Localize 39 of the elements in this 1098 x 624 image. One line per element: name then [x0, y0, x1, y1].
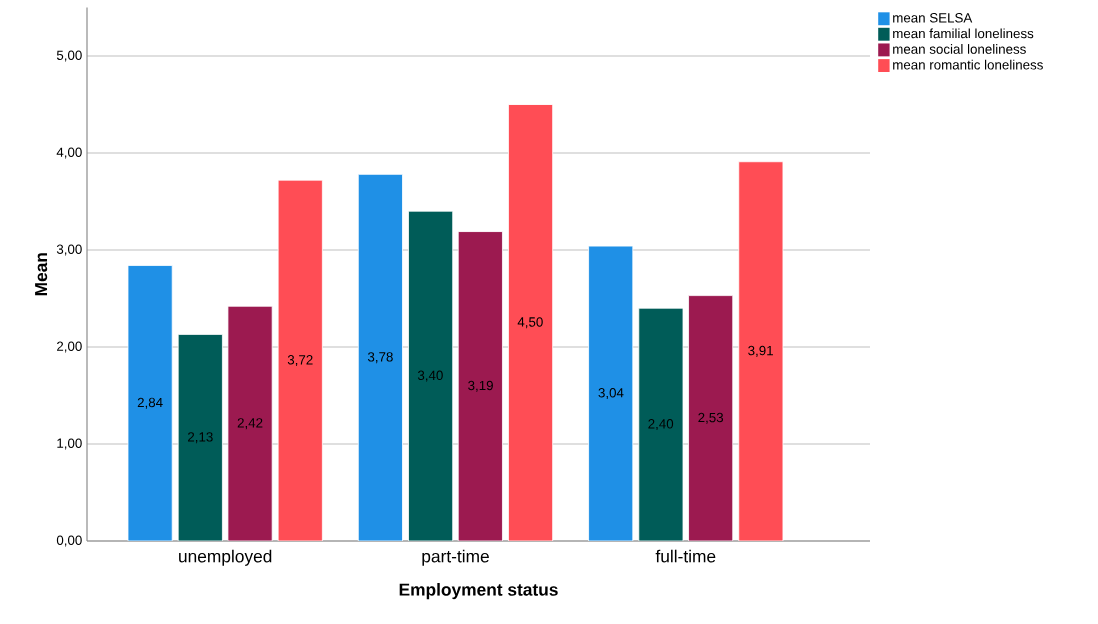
legend-label: mean romantic loneliness	[893, 59, 1043, 70]
data-label: 2,53	[698, 412, 724, 424]
data-label: 2,40	[648, 419, 674, 431]
x-tick-label: full-time	[655, 549, 716, 563]
data-label: 3,19	[468, 380, 493, 392]
legend-label: mean social loneliness	[893, 44, 1026, 54]
bar	[638, 307, 684, 541]
bar	[688, 295, 734, 541]
y-tick-label: 3,00	[56, 244, 82, 256]
bar	[457, 231, 503, 541]
x-tick-label: unemployed	[179, 549, 272, 566]
data-label: 3,40	[417, 370, 443, 382]
legend-label: mean SELSA	[893, 13, 973, 23]
legend-label: mean familial loneliness	[893, 28, 1034, 39]
data-label: 3,91	[748, 345, 773, 357]
y-axis-title: Mean	[35, 253, 48, 296]
bar	[408, 210, 454, 541]
bar	[227, 305, 273, 541]
data-label: 3,04	[598, 388, 624, 400]
bar	[738, 161, 784, 541]
data-label: 3,72	[287, 355, 313, 367]
bar	[177, 333, 223, 541]
x-tick-label: part-time	[422, 549, 489, 566]
data-label: 2,13	[188, 432, 213, 444]
y-tick-label: 5,00	[56, 50, 82, 62]
data-label: 4,50	[517, 317, 543, 329]
data-label: 2,42	[237, 418, 263, 430]
data-label: 2,84	[137, 397, 163, 409]
y-tick-label: 1,00	[57, 438, 82, 450]
bar	[127, 265, 173, 541]
data-label: 3,78	[367, 352, 393, 364]
x-axis-title: Employment status	[399, 583, 558, 600]
bar	[588, 245, 634, 541]
bar	[508, 104, 554, 541]
bar	[357, 173, 403, 541]
y-tick-label: 2,00	[57, 341, 82, 353]
bar	[277, 179, 323, 541]
y-tick-label: 4,00	[56, 147, 82, 159]
y-tick-label: 0,00	[56, 535, 82, 547]
